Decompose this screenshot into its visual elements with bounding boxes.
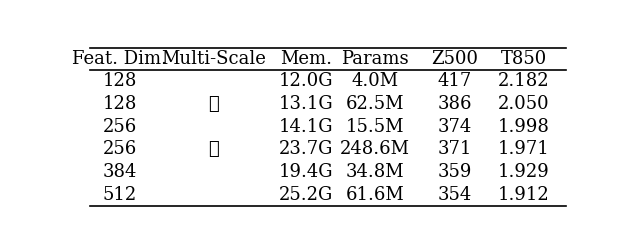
Text: 15.5M: 15.5M bbox=[346, 118, 404, 136]
Text: 12.0G: 12.0G bbox=[278, 72, 333, 90]
Text: Z500: Z500 bbox=[431, 50, 478, 68]
Text: 23.7G: 23.7G bbox=[278, 140, 333, 158]
Text: Feat. Dim.: Feat. Dim. bbox=[72, 50, 167, 68]
Text: 128: 128 bbox=[102, 72, 137, 90]
Text: 359: 359 bbox=[437, 163, 472, 181]
Text: 256: 256 bbox=[102, 118, 137, 136]
Text: 512: 512 bbox=[102, 186, 137, 204]
Text: 128: 128 bbox=[102, 95, 137, 113]
Text: 34.8M: 34.8M bbox=[346, 163, 404, 181]
Text: 374: 374 bbox=[437, 118, 472, 136]
Text: 25.2G: 25.2G bbox=[278, 186, 333, 204]
Text: 1.929: 1.929 bbox=[498, 163, 550, 181]
Text: 2.182: 2.182 bbox=[498, 72, 550, 90]
Text: Multi-Scale: Multi-Scale bbox=[161, 50, 266, 68]
Text: 248.6M: 248.6M bbox=[340, 140, 410, 158]
Text: 4.0M: 4.0M bbox=[351, 72, 399, 90]
Text: T850: T850 bbox=[500, 50, 547, 68]
Text: 62.5M: 62.5M bbox=[346, 95, 404, 113]
Text: ✓: ✓ bbox=[209, 95, 220, 113]
Text: 384: 384 bbox=[102, 163, 137, 181]
Text: 2.050: 2.050 bbox=[498, 95, 550, 113]
Text: 13.1G: 13.1G bbox=[278, 95, 333, 113]
Text: 1.971: 1.971 bbox=[498, 140, 550, 158]
Text: 1.998: 1.998 bbox=[498, 118, 550, 136]
Text: 386: 386 bbox=[437, 95, 472, 113]
Text: Params: Params bbox=[341, 50, 409, 68]
Text: 1.912: 1.912 bbox=[498, 186, 550, 204]
Text: ✓: ✓ bbox=[209, 140, 220, 158]
Text: 417: 417 bbox=[437, 72, 472, 90]
Text: 371: 371 bbox=[437, 140, 472, 158]
Text: 61.6M: 61.6M bbox=[346, 186, 404, 204]
Text: Mem.: Mem. bbox=[280, 50, 332, 68]
Text: 14.1G: 14.1G bbox=[278, 118, 333, 136]
Text: 354: 354 bbox=[437, 186, 472, 204]
Text: 256: 256 bbox=[102, 140, 137, 158]
Text: 19.4G: 19.4G bbox=[278, 163, 333, 181]
